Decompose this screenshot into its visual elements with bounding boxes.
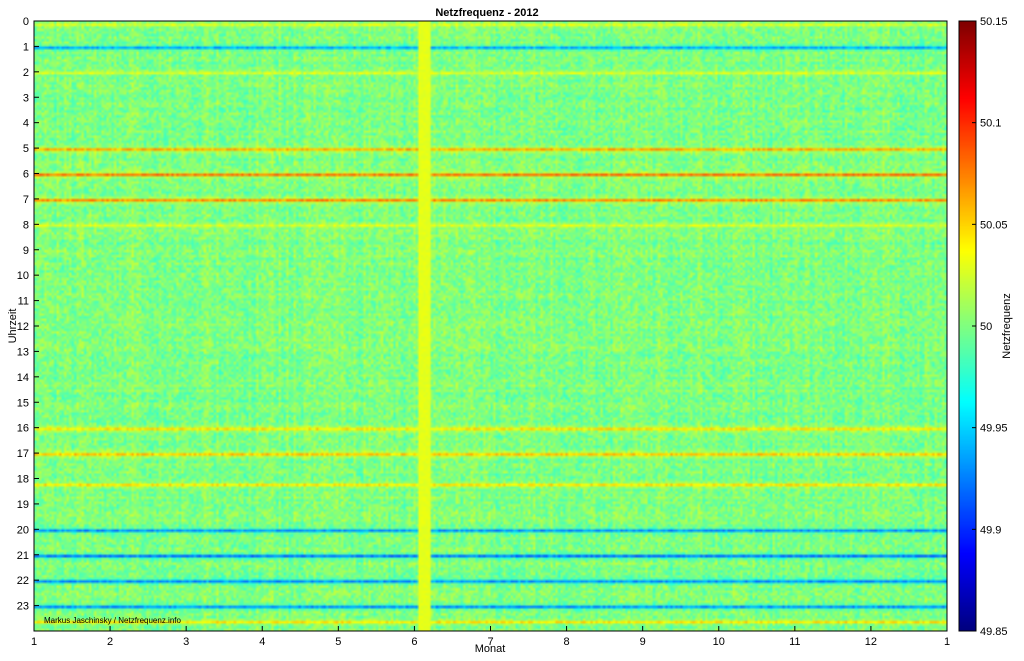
y-tick-label: 3 xyxy=(23,92,29,104)
x-tick-label: 6 xyxy=(411,636,417,648)
colorbar-tick-label: 49.85 xyxy=(980,626,1008,638)
colorbar-tick-label: 49.9 xyxy=(980,524,1001,536)
colorbar-ticks: 49.85 49.9 49.95 50 50.05 50.1 50.15 xyxy=(972,16,1008,638)
y-tick-label: 0 xyxy=(23,16,29,28)
colorbar-label: Netzfrequenz xyxy=(1001,293,1013,358)
x-tick-label: 8 xyxy=(564,636,570,648)
y-axis-label: Uhrzeit xyxy=(7,309,19,344)
y-tick-label: 16 xyxy=(17,423,29,435)
y-tick-label: 4 xyxy=(23,118,29,130)
y-tick-label: 19 xyxy=(17,499,29,511)
x-tick-label: 7 xyxy=(487,636,493,648)
chart-title: Netzfrequenz - 2012 xyxy=(435,7,538,19)
y-tick-label: 10 xyxy=(17,270,29,282)
y-tick-label: 7 xyxy=(23,194,29,206)
y-tick-label: 2 xyxy=(23,67,29,79)
x-tick-label: 1 xyxy=(31,636,37,648)
y-tick-label: 13 xyxy=(17,346,29,358)
y-tick-label: 8 xyxy=(23,219,29,231)
y-tick-label: 9 xyxy=(23,245,29,257)
x-tick-label: 9 xyxy=(640,636,646,648)
x-tick-label: 2 xyxy=(107,636,113,648)
x-axis-ticks: 1 2 3 4 5 6 7 8 9 10 11 12 1 xyxy=(31,626,950,648)
y-tick-label: 5 xyxy=(23,143,29,155)
heatmap-image xyxy=(34,21,947,631)
y-tick-label: 20 xyxy=(17,524,29,536)
credit-text: Markus Jaschinsky / Netzfrequenz.info xyxy=(44,616,181,625)
y-tick-label: 23 xyxy=(17,601,29,613)
plot-area xyxy=(33,20,948,632)
x-tick-label: 10 xyxy=(713,636,725,648)
y-tick-label: 17 xyxy=(17,448,29,460)
y-tick-label: 6 xyxy=(23,169,29,181)
x-tick-label: 4 xyxy=(259,636,265,648)
colorbar-tick-label: 50.1 xyxy=(980,118,1001,130)
y-tick-label: 12 xyxy=(17,321,29,333)
x-tick-label: 12 xyxy=(865,636,877,648)
y-tick-label: 14 xyxy=(17,372,29,384)
x-tick-label: 11 xyxy=(789,636,800,648)
x-tick-label: 1 xyxy=(944,636,950,648)
colorbar-tick-label: 50.15 xyxy=(980,16,1008,28)
colorbar-tick-label: 50.05 xyxy=(980,219,1008,231)
y-tick-label: 18 xyxy=(17,474,29,486)
x-axis-label: Monat xyxy=(475,643,506,655)
y-tick-label: 11 xyxy=(18,296,29,308)
y-tick-label: 21 xyxy=(17,550,29,562)
colorbar-gradient xyxy=(959,21,976,631)
y-tick-label: 22 xyxy=(17,575,29,587)
colorbar-tick-label: 50 xyxy=(980,321,992,333)
y-tick-label: 1 xyxy=(23,41,29,53)
x-tick-label: 5 xyxy=(335,636,341,648)
y-tick-label: 15 xyxy=(17,397,29,409)
colorbar-tick-label: 49.95 xyxy=(980,423,1008,435)
colorbar: 49.85 49.9 49.95 50 50.05 50.1 50.15 Netzfrequ… xyxy=(958,16,1013,638)
x-tick-label: 3 xyxy=(183,636,189,648)
